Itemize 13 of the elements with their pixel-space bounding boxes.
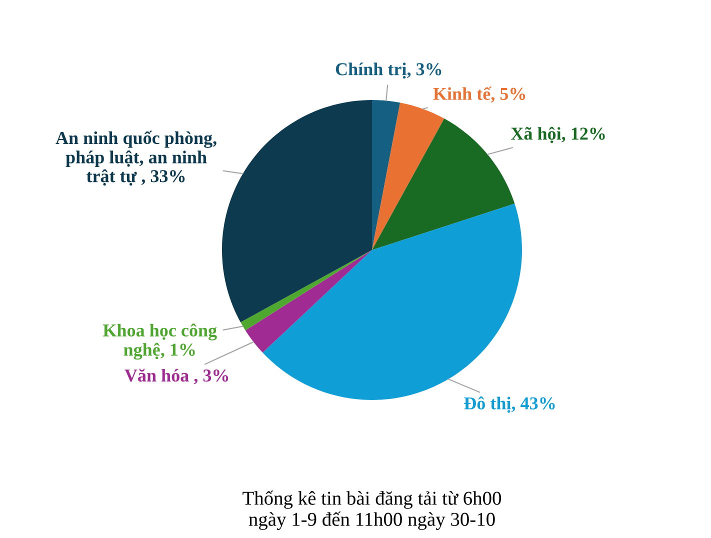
slice-label: Đô thị, 43%	[464, 396, 555, 413]
slice-label: Xã hội, 12%	[511, 126, 605, 144]
slice-label: Khoa học công nghệ, 1%	[103, 324, 217, 360]
pie-slice	[372, 100, 400, 250]
pie-slice	[240, 250, 372, 330]
pie-slice	[245, 250, 372, 353]
pie-slice	[372, 102, 444, 250]
text: Thống kê tin bài đăng tải từ 6h00 ngày 1-9 đến 11h00 ngày 30-10	[242, 490, 502, 530]
pie-slice	[222, 100, 372, 322]
slice-label: Kinh tế, 5%	[433, 86, 526, 103]
slice-label: Văn hóa , 3%	[124, 368, 228, 384]
slice-label: Chính trị, 3%	[336, 62, 442, 79]
slice-label: An ninh quốc phòng, pháp luật, an ninh trật tự , 33%	[56, 130, 216, 186]
